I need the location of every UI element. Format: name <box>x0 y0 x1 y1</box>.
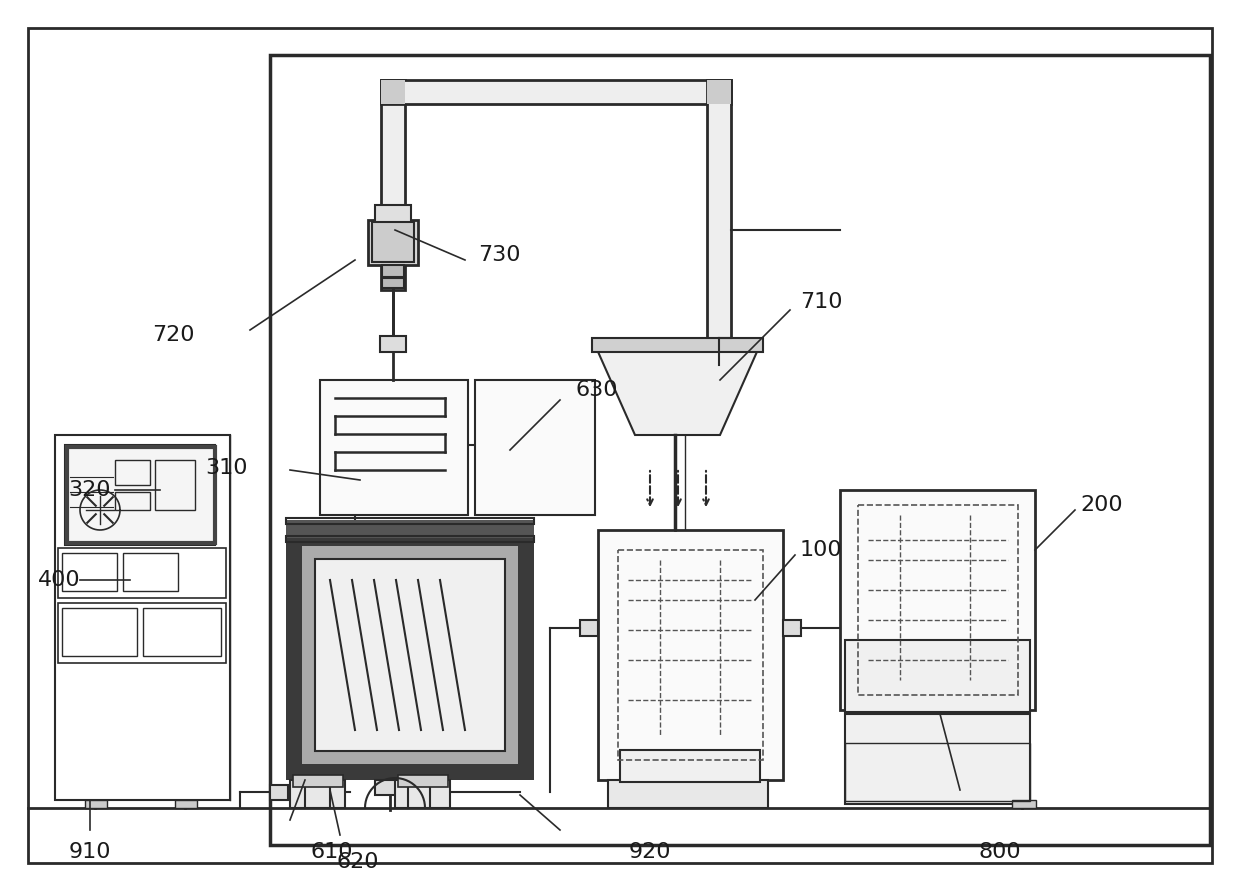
Bar <box>379 336 405 352</box>
Bar <box>707 80 732 104</box>
Bar <box>372 222 414 262</box>
Bar <box>382 278 404 288</box>
Bar <box>58 603 226 663</box>
Polygon shape <box>595 345 760 435</box>
Bar <box>839 490 1035 710</box>
Bar <box>608 780 768 808</box>
Bar <box>115 460 150 485</box>
Bar <box>844 640 1030 712</box>
Text: 400: 400 <box>38 570 81 590</box>
Bar <box>315 559 505 751</box>
Text: 200: 200 <box>1080 495 1122 515</box>
Text: 320: 320 <box>68 480 110 500</box>
Bar <box>270 785 288 800</box>
Bar <box>580 620 598 636</box>
Text: 800: 800 <box>978 842 1022 862</box>
Text: 620: 620 <box>337 852 379 872</box>
Bar <box>844 743 1030 801</box>
Bar <box>286 530 534 780</box>
Bar <box>143 608 221 656</box>
Text: 910: 910 <box>68 842 112 862</box>
Bar <box>286 536 534 542</box>
Bar <box>374 205 410 223</box>
Bar <box>381 80 405 104</box>
Bar <box>475 380 595 515</box>
Bar <box>382 265 404 277</box>
Bar <box>270 55 1210 845</box>
Text: 310: 310 <box>206 458 248 478</box>
Bar <box>368 220 418 265</box>
Bar <box>858 505 1018 695</box>
Bar <box>175 800 197 808</box>
Bar <box>64 445 215 545</box>
Bar <box>67 447 215 543</box>
Bar <box>62 608 136 656</box>
Bar <box>782 620 801 636</box>
Bar <box>55 435 229 800</box>
Bar <box>115 492 150 510</box>
Bar <box>86 800 107 808</box>
Text: 630: 630 <box>575 380 618 400</box>
Bar <box>1012 800 1035 808</box>
Bar <box>58 548 226 598</box>
Bar <box>62 553 117 591</box>
Text: 710: 710 <box>800 292 842 312</box>
Bar <box>123 553 179 591</box>
Bar <box>620 750 760 782</box>
Bar <box>293 775 343 787</box>
Bar <box>286 520 534 538</box>
Bar <box>396 780 450 808</box>
Bar <box>290 780 345 808</box>
Bar <box>844 714 1030 804</box>
Bar <box>286 518 534 524</box>
Text: 720: 720 <box>153 325 195 345</box>
Text: 730: 730 <box>477 245 521 265</box>
Bar <box>707 80 732 365</box>
Text: 920: 920 <box>629 842 671 862</box>
Bar <box>618 550 763 760</box>
Bar <box>374 780 405 795</box>
Bar <box>315 559 505 751</box>
Bar <box>591 338 763 352</box>
Bar <box>398 775 448 787</box>
Bar <box>320 380 467 515</box>
Bar <box>381 80 732 104</box>
Bar <box>303 546 518 764</box>
Bar <box>598 530 782 780</box>
Bar <box>381 80 405 290</box>
Text: 100: 100 <box>800 540 843 560</box>
Text: 610: 610 <box>311 842 353 862</box>
Bar <box>155 460 195 510</box>
